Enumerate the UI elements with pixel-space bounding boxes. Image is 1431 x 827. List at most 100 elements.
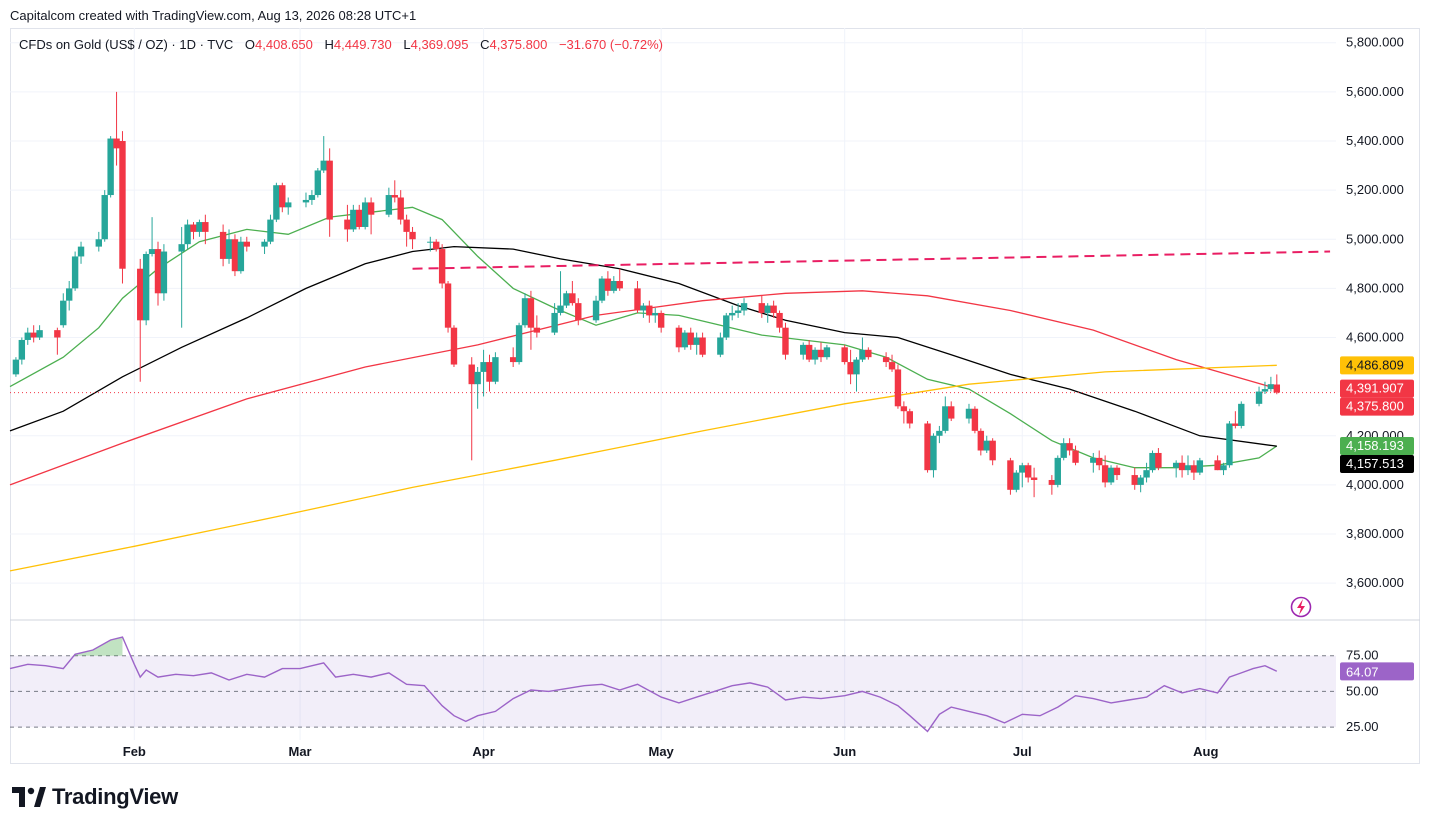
candle — [1072, 445, 1079, 466]
candle — [1113, 465, 1121, 480]
candle — [734, 303, 742, 318]
candle-body — [634, 288, 641, 311]
price-label: 4,391.907 — [1346, 381, 1404, 396]
candle — [699, 332, 706, 358]
candles — [12, 91, 1281, 498]
candle-body — [237, 241, 245, 272]
candle — [486, 354, 493, 392]
candle — [1190, 460, 1198, 480]
candle-body — [492, 357, 499, 382]
candle-body — [314, 170, 322, 196]
price-badge — [1340, 437, 1414, 456]
candle-body — [1261, 389, 1269, 392]
candle-body — [936, 430, 943, 436]
candle — [604, 271, 612, 296]
price-label: 4,157.513 — [1346, 456, 1404, 471]
candle-body — [569, 293, 576, 304]
candle-body — [409, 231, 416, 240]
candle-body — [1143, 470, 1150, 478]
candle — [30, 325, 37, 343]
candle-body — [486, 362, 493, 382]
candle-body — [190, 224, 197, 232]
candle — [646, 300, 653, 323]
candle — [1137, 475, 1144, 493]
x-tick-label: Mar — [289, 744, 312, 759]
candle-body — [1013, 472, 1020, 490]
candle-body — [699, 337, 706, 355]
candle-body — [1155, 452, 1162, 468]
candle — [681, 330, 689, 350]
candle — [77, 241, 85, 264]
candle — [728, 305, 736, 321]
candle-body — [693, 337, 700, 345]
chart-credit: Capitalcom created with TradingView.com,… — [10, 8, 417, 23]
candle-body — [397, 197, 404, 220]
candle-body — [1273, 384, 1281, 393]
candle-body — [823, 347, 831, 358]
candle — [344, 204, 351, 242]
candle — [515, 322, 523, 365]
candle-body — [977, 430, 985, 451]
symbol-legend: CFDs on Gold (US$ / OZ) · 1D · TVC O4,40… — [19, 37, 663, 52]
candle — [592, 295, 600, 323]
rsi-last-badge — [1340, 662, 1414, 681]
axis-ticks: 5,800.000 5,600.000 5,400.000 5,200.000 5,00… — [123, 35, 1404, 759]
candle-body — [800, 344, 807, 355]
candle-body — [681, 332, 689, 348]
candle-body — [1131, 475, 1138, 485]
candle — [906, 408, 913, 429]
price-badge — [1340, 455, 1414, 474]
candle — [509, 347, 517, 367]
candle-body — [273, 185, 280, 220]
candle-body — [225, 239, 233, 259]
candle — [1054, 455, 1061, 488]
candle-body — [640, 305, 647, 311]
candle-body — [1226, 423, 1233, 466]
candle — [598, 276, 606, 304]
candle-body — [302, 199, 310, 203]
candle-body — [148, 249, 156, 254]
candle — [800, 342, 807, 360]
candle-body — [391, 195, 398, 198]
rsi-tick-label: 25.00 — [1346, 719, 1379, 734]
candle — [687, 327, 694, 350]
candle-body — [616, 281, 623, 289]
candle — [273, 182, 280, 223]
price-labels: 4,486.809 4,391.907 4,375.800 4,158.193 4,15… — [1340, 356, 1414, 474]
candle-body — [1054, 457, 1061, 485]
candle-body — [906, 411, 913, 424]
candle — [865, 347, 872, 360]
candle-body — [687, 332, 694, 345]
candle-body — [652, 312, 659, 316]
candle-body — [320, 160, 327, 171]
candle — [575, 298, 582, 326]
candle-body — [1048, 479, 1056, 485]
candle-body — [438, 249, 446, 284]
candle-body — [196, 222, 203, 232]
candle — [320, 136, 327, 173]
y-tick-label: 4,000.000 — [1346, 477, 1404, 492]
candle-body — [468, 364, 475, 385]
symbol-title: CFDs on Gold (US$ / OZ) · 1D · TVC — [19, 37, 234, 52]
candle — [527, 290, 535, 350]
price-badge — [1340, 356, 1414, 375]
y-tick-label: 4,800.000 — [1346, 280, 1404, 295]
tradingview-logo[interactable]: TradingView — [12, 784, 178, 810]
candle-body — [219, 231, 227, 259]
replay-icon[interactable] — [1290, 596, 1312, 618]
candle-body — [782, 327, 789, 355]
candle — [160, 244, 168, 301]
y-tick-label: 5,400.000 — [1346, 133, 1404, 148]
candle-body — [717, 337, 724, 355]
candle — [308, 190, 316, 205]
candle-body — [657, 312, 665, 328]
candle-body — [1190, 465, 1198, 473]
candle-body — [675, 327, 683, 348]
rsi-line — [9, 636, 1278, 733]
candle-body — [361, 202, 369, 227]
y-tick-label: 5,200.000 — [1346, 182, 1404, 197]
candle — [551, 303, 558, 336]
candle — [894, 364, 902, 409]
candle — [948, 401, 955, 422]
